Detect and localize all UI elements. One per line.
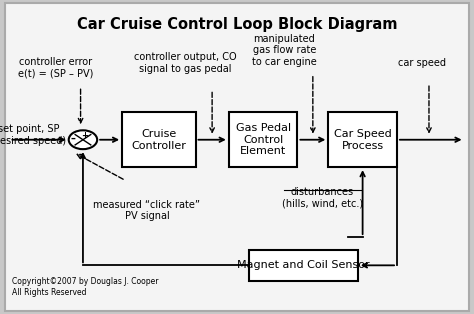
Text: controller output, CO
signal to gas pedal: controller output, CO signal to gas peda… (134, 52, 236, 73)
Bar (328, 112, 397, 167)
Text: measured “click rate”
PV signal: measured “click rate” PV signal (93, 200, 201, 221)
Circle shape (69, 130, 97, 149)
Text: Magnet and Coil Sensor: Magnet and Coil Sensor (237, 260, 370, 270)
Text: controller error
e(t) = (SP – PV): controller error e(t) = (SP – PV) (18, 57, 94, 78)
Text: manipulated
gas flow rate
to car engine: manipulated gas flow rate to car engine (252, 34, 317, 67)
Text: Car Cruise Control Loop Block Diagram: Car Cruise Control Loop Block Diagram (77, 17, 397, 32)
Text: Cruise
Controller: Cruise Controller (131, 129, 186, 150)
Text: disturbances
(hills, wind, etc.): disturbances (hills, wind, etc.) (282, 187, 363, 208)
Text: car speed: car speed (398, 58, 446, 68)
Bar (249, 250, 358, 281)
Text: +: + (82, 131, 89, 139)
Text: Gas Pedal
Control
Element: Gas Pedal Control Element (236, 123, 291, 156)
Bar (122, 112, 195, 167)
FancyBboxPatch shape (5, 3, 469, 311)
Text: Copyright©2007 by Douglas J. Cooper
All Rights Reserved: Copyright©2007 by Douglas J. Cooper All … (12, 277, 158, 297)
Text: –: – (71, 134, 75, 144)
Bar (228, 112, 298, 167)
Text: set point, SP
(desired speed): set point, SP (desired speed) (0, 124, 66, 146)
Text: Car Speed
Process: Car Speed Process (334, 129, 392, 150)
